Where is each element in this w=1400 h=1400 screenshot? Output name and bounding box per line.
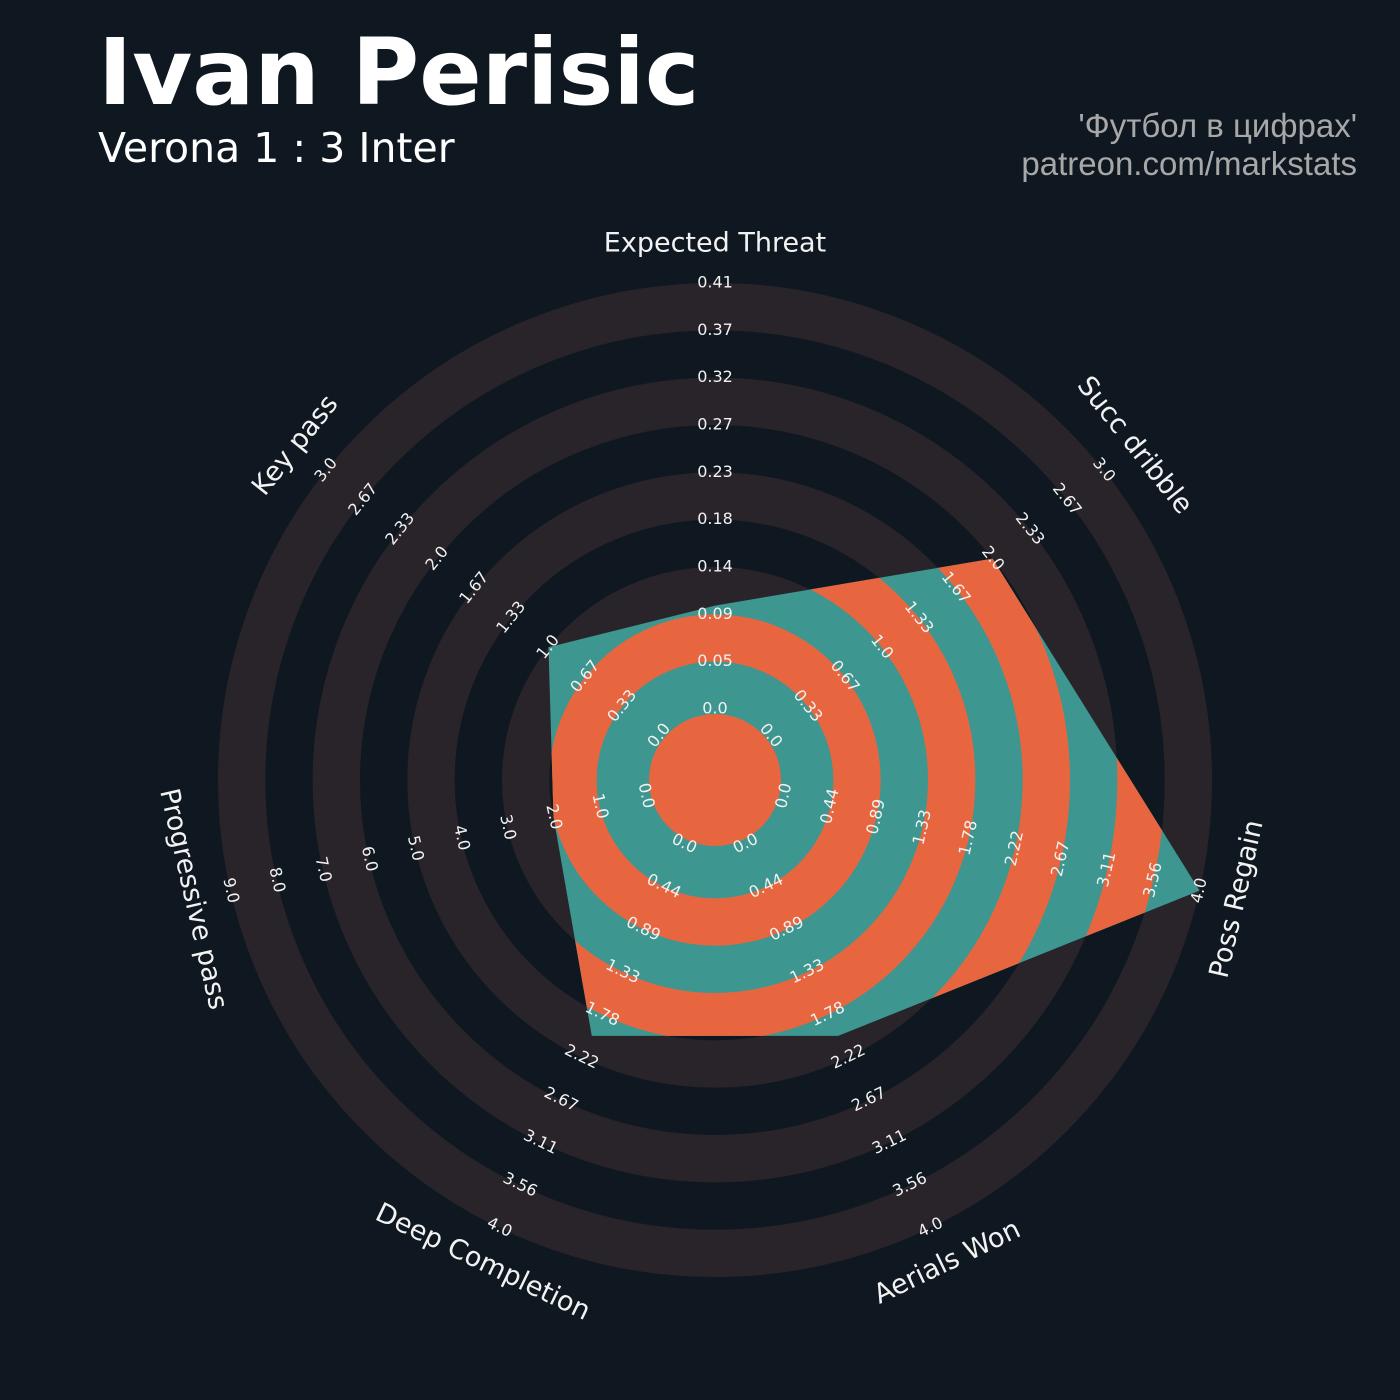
tick-label: 0.09 (697, 604, 733, 623)
axis-label: Expected Threat (604, 228, 826, 259)
tick-label: 0.37 (697, 320, 733, 339)
tick-label: 0.18 (697, 509, 733, 528)
fill-band (549, 614, 881, 946)
ring-band (218, 283, 1212, 1277)
center-circle (649, 714, 781, 846)
tick-label: 0.23 (697, 462, 733, 481)
tick-label: 0.27 (697, 414, 733, 433)
tick-label: 0.0 (702, 699, 727, 718)
tick-label: 0.41 (697, 273, 733, 292)
tick-label: 0.14 (697, 557, 733, 576)
tick-label: 0.32 (697, 367, 733, 386)
chart-subtitle: Verona 1 : 3 Inter (98, 124, 455, 172)
fill-band (548, 558, 976, 1036)
credit: patreon.com/markstats (1021, 145, 1357, 182)
fill-band (548, 558, 1070, 1036)
credit: 'Футбол в цифрах' (1078, 107, 1357, 144)
tick-label: 0.05 (697, 651, 733, 670)
chart-title: Ivan Perisic (98, 19, 699, 126)
